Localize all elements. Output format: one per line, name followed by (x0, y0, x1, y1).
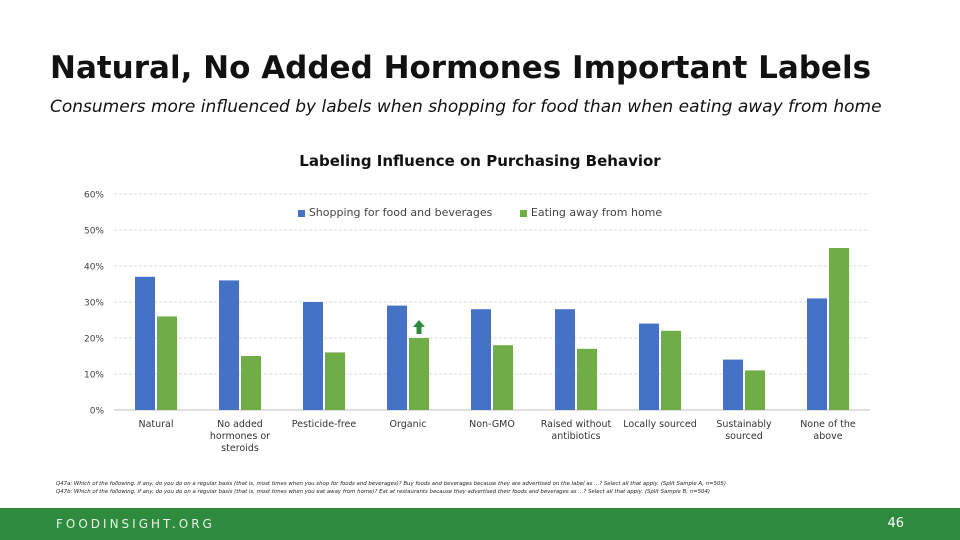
bar-shopping (807, 298, 827, 410)
footer-logo: FOODINSIGHT.ORG (56, 517, 215, 531)
bar-shopping (555, 309, 575, 410)
legend-item-eating-away: Eating away from home (519, 206, 663, 219)
legend-label-eating-away: Eating away from home (530, 206, 663, 219)
x-tick-label: No added hormones or steroids (210, 419, 270, 454)
footnote-q47a: Q47a: Which of the following, if any, do… (56, 481, 726, 487)
x-tick-label: Sustainably sourced (716, 419, 772, 442)
bar-shopping (219, 280, 239, 410)
bar-shopping (723, 359, 743, 410)
up-arrow-icon (413, 320, 425, 334)
bar-shopping (471, 309, 491, 410)
x-tick-label: None of the above (800, 419, 856, 442)
legend-label-shopping: Shopping for food and beverages (308, 206, 493, 219)
y-tick-label: 40% (84, 263, 104, 273)
slide-title: Natural, No Added Hormones Important Lab… (50, 50, 872, 86)
bar-eating-away (745, 370, 765, 410)
page-number: 46 (887, 516, 904, 531)
bar-eating-away (577, 348, 597, 410)
x-tick-label: Non-GMO (469, 419, 515, 430)
bar-shopping (387, 305, 407, 410)
legend-swatch-shopping (297, 209, 305, 217)
y-tick-label: 0% (90, 407, 105, 417)
bar-chart: 0% 10% 20% 30% 40% 50% 60% Natural No added hormo… (84, 191, 870, 454)
chart-title: Labeling Influence on Purchasing Behavio… (299, 152, 661, 170)
y-tick-label: 30% (84, 299, 104, 309)
bar-eating-away (493, 345, 513, 410)
footnote-q47b: Q47b: Which of the following, if any, do… (56, 489, 710, 495)
x-tick-label: Natural (138, 419, 173, 430)
x-tick-label: Organic (390, 419, 427, 430)
bar-shopping (639, 323, 659, 410)
bar-eating-away (241, 356, 261, 410)
bar-eating-away (661, 330, 681, 410)
bar-eating-away (829, 248, 849, 410)
x-tick-label: Pesticide-free (292, 419, 357, 430)
y-tick-label: 60% (84, 191, 104, 201)
y-tick-label: 20% (84, 335, 104, 345)
footer-bar: FOODINSIGHT.ORG 46 (0, 508, 960, 540)
y-tick-label: 10% (84, 371, 104, 381)
bar-shopping (135, 276, 155, 410)
slide-subtitle: Consumers more influenced by labels when… (50, 97, 882, 117)
bar-eating-away (157, 316, 177, 410)
bar-shopping (303, 302, 323, 410)
legend-swatch-eating-away (519, 209, 527, 217)
bar-eating-away (325, 352, 345, 410)
x-tick-label: Raised without antibiotics (541, 419, 612, 442)
legend-item-shopping: Shopping for food and beverages (297, 206, 493, 219)
x-tick-label: Locally sourced (623, 419, 696, 430)
chart-legend: Shopping for food and beverages Eating a… (0, 206, 960, 219)
y-tick-label: 50% (84, 227, 104, 237)
bar-eating-away (409, 338, 429, 410)
